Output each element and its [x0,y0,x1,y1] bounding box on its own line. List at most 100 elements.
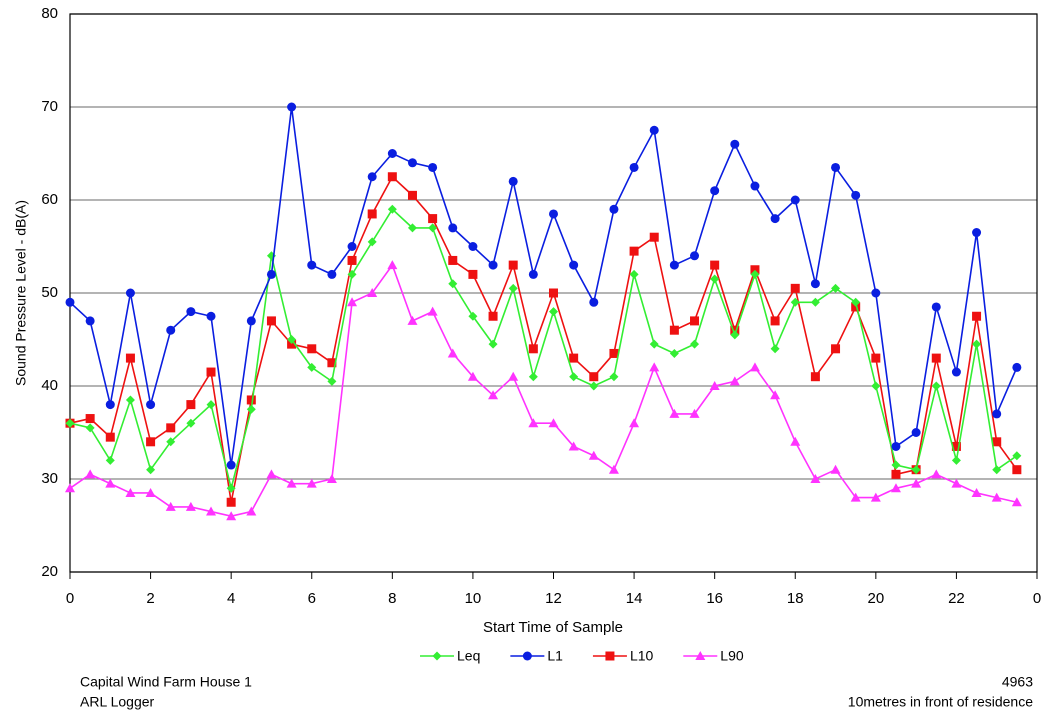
footer-text: ARL Logger [80,694,155,710]
marker [549,307,558,317]
footer-text: 4963 [1002,674,1033,690]
x-tick-label: 8 [388,590,396,607]
marker [428,214,438,224]
marker [508,176,518,186]
marker [65,483,75,493]
marker [851,190,861,200]
marker [991,492,1002,502]
marker [105,478,116,488]
marker [971,487,982,497]
marker [105,400,115,410]
marker [488,390,499,400]
marker [206,400,216,410]
marker [488,260,498,270]
marker [326,474,337,483]
marker [226,483,236,493]
marker [831,162,841,172]
x-tick-label: 18 [787,590,804,607]
marker [972,311,982,321]
marker [710,260,720,270]
marker [447,348,458,358]
marker [730,330,740,340]
marker [347,269,357,279]
legend-label: L1 [547,648,563,664]
footer-text: 10metres in front of residence [848,694,1033,710]
marker [186,307,196,317]
plot-frame [69,13,1038,573]
marker [448,279,458,289]
marker [972,339,982,349]
x-tick-label: 12 [545,590,562,607]
x-tick-label: 10 [465,590,482,607]
marker [710,274,720,284]
marker [1012,465,1022,475]
marker [146,465,156,475]
marker [830,464,841,474]
marker [166,423,176,433]
legend-label: L10 [630,648,654,664]
marker [629,246,639,256]
marker [387,260,398,270]
marker [327,358,337,368]
marker [891,460,901,470]
x-tick-label: 22 [948,590,965,607]
marker [488,311,498,321]
marker [266,316,276,326]
marker [407,158,417,168]
series-line [69,263,1018,518]
marker [790,195,800,205]
marker [165,501,176,511]
marker [931,353,941,363]
marker [589,297,599,307]
series-line [69,175,1018,503]
marker [850,492,861,502]
series-line [69,106,1018,466]
marker [427,306,438,316]
marker [448,255,458,265]
marker [810,297,820,307]
marker [367,172,377,182]
marker [528,344,538,354]
marker [246,316,256,326]
x-tick-label: 2 [146,590,154,607]
marker [166,437,176,447]
marker [608,464,619,474]
y-tick-label: 30 [41,470,58,487]
marker [770,214,780,224]
marker [931,381,941,391]
marker [367,209,377,219]
marker [810,372,820,382]
marker [709,381,720,390]
marker [690,316,700,326]
y-tick-label: 50 [41,284,58,301]
marker [287,102,297,112]
marker [629,269,639,279]
legend-marker [695,651,706,660]
marker [508,260,518,270]
marker [831,283,841,293]
marker [629,418,640,428]
marker [871,353,881,363]
marker [287,335,297,344]
marker [649,125,659,135]
marker [629,162,639,172]
marker [569,372,579,382]
marker [85,423,95,433]
footer-text: Capital Wind Farm House 1 [80,674,252,690]
marker [468,269,478,279]
marker [125,395,135,405]
marker [387,149,397,158]
marker [568,441,579,451]
marker [669,408,680,418]
marker [528,418,539,428]
marker [589,381,599,391]
marker [549,209,558,219]
marker [972,228,982,238]
marker [569,353,579,363]
y-axis-label: Sound Pressure Level - dB(A) [13,200,29,386]
marker [307,344,317,354]
marker [468,311,478,321]
marker [851,297,861,307]
marker [185,501,196,511]
marker [327,269,337,279]
